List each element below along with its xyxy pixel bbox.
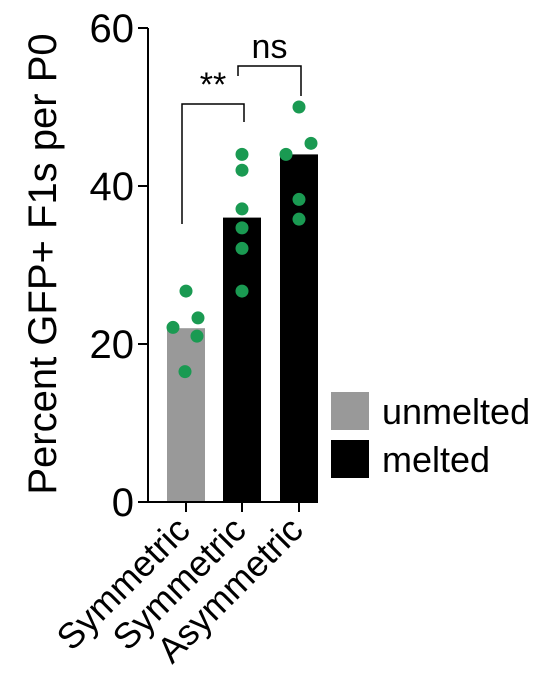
bar-1 [223,217,261,502]
data-point-1-3 [235,221,249,235]
data-point-2-2 [279,147,293,161]
significance-bracket-1 [237,65,302,96]
bar-2 [280,154,318,502]
legend-swatch-melted [331,440,369,478]
data-point-1-1 [235,163,249,177]
data-point-0-2 [166,320,180,334]
data-point-1-4 [235,241,249,255]
significance-label-1: ns [252,28,288,66]
significance-bracket-0 [181,103,245,224]
data-point-0-4 [178,365,192,379]
data-point-2-1 [304,136,318,150]
significance-label-0: ** [200,66,226,104]
data-point-0-3 [190,329,204,343]
y-tick-label-0: 0 [112,481,134,525]
legend-swatch-unmelted [331,392,369,430]
data-point-1-5 [235,284,249,298]
y-tick-label-3: 60 [90,7,135,51]
data-point-2-0 [292,100,306,114]
legend-label-melted: melted [382,439,490,480]
data-point-0-0 [179,284,193,298]
bar-0 [167,328,205,502]
y-axis-label: Percent GFP+ F1s per P0 [21,33,65,494]
data-point-2-3 [292,192,306,206]
legend: unmelted melted [331,391,530,480]
data-point-1-0 [235,147,249,161]
y-tick-label-1: 20 [90,323,135,367]
data-point-2-4 [292,212,306,226]
data-point-1-2 [235,202,249,216]
data-point-0-1 [191,311,205,325]
y-tick-label-2: 40 [90,165,135,209]
legend-label-unmelted: unmelted [382,391,530,432]
